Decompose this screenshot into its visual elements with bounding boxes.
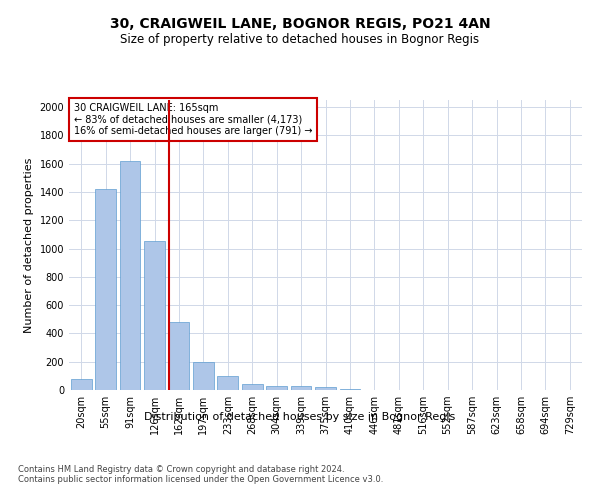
Text: Distribution of detached houses by size in Bognor Regis: Distribution of detached houses by size … [145, 412, 455, 422]
Bar [169, 322, 190, 390]
Text: Size of property relative to detached houses in Bognor Regis: Size of property relative to detached ho… [121, 32, 479, 46]
Bar [193, 362, 214, 390]
Bar [315, 387, 336, 390]
Bar [95, 189, 116, 390]
Bar [144, 242, 165, 390]
Bar [290, 386, 311, 390]
Bar [266, 386, 287, 390]
Y-axis label: Number of detached properties: Number of detached properties [24, 158, 34, 332]
Text: 30 CRAIGWEIL LANE: 165sqm
← 83% of detached houses are smaller (4,173)
16% of se: 30 CRAIGWEIL LANE: 165sqm ← 83% of detac… [74, 103, 313, 136]
Text: Contains HM Land Registry data © Crown copyright and database right 2024.
Contai: Contains HM Land Registry data © Crown c… [18, 465, 383, 484]
Bar [242, 384, 263, 390]
Bar [217, 376, 238, 390]
Bar [71, 380, 92, 390]
Text: 30, CRAIGWEIL LANE, BOGNOR REGIS, PO21 4AN: 30, CRAIGWEIL LANE, BOGNOR REGIS, PO21 4… [110, 18, 490, 32]
Bar [119, 161, 140, 390]
